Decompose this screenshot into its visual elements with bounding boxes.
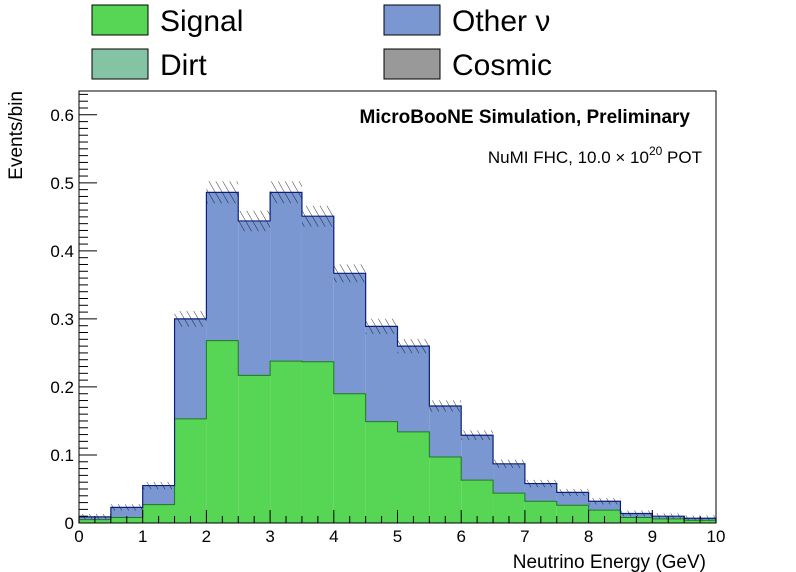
x-tick-label-6: 6: [456, 527, 465, 546]
bar-other-5: [238, 220, 271, 376]
legend-swatch-dirt: [91, 48, 149, 80]
y-axis-label: Events/bin: [6, 91, 27, 180]
bar-other-11: [429, 405, 462, 458]
legend-swatch-signal: [91, 4, 149, 36]
bar-other-4: [206, 192, 239, 341]
bar-signal-9: [365, 421, 398, 523]
legend-swatch-other-nu: [383, 4, 441, 36]
legend-entry-other-nu: Other ν: [383, 4, 550, 38]
series-outlines: [78, 191, 717, 523]
bar-signal-7: [301, 361, 334, 523]
bar-signal-10: [397, 431, 430, 523]
x-tick-label-3: 3: [265, 527, 274, 546]
bar-signal-12: [461, 480, 494, 523]
legend: Signal Other ν Dirt Cosmic: [91, 4, 552, 82]
bar-signal-8: [333, 393, 366, 523]
bar-other-9: [365, 326, 398, 422]
y-tick-label-0: 0: [65, 514, 74, 533]
bar-other-1: [110, 507, 143, 518]
x-tick-label-10: 10: [707, 527, 726, 546]
legend-swatch-cosmic: [383, 48, 441, 80]
subtitle-suffix: POT: [662, 148, 702, 167]
total-outline: [78, 191, 717, 523]
bar-other-14: [524, 483, 557, 502]
bar-signal-11: [429, 457, 462, 523]
subtitle-main: NuMI FHC, 10.0 × 10: [488, 148, 649, 167]
x-tick-label-0: 0: [74, 527, 83, 546]
bar-signal-4: [206, 340, 239, 523]
bar-signal-15: [556, 505, 589, 523]
subtitle-exponent: 20: [649, 144, 663, 158]
stacked-bars: [79, 192, 716, 523]
bar-other-7: [301, 216, 334, 362]
bar-other-2: [142, 485, 175, 505]
y-tick-label-0.1: 0.1: [50, 446, 74, 465]
x-tick-label-1: 1: [138, 527, 147, 546]
bar-other-16: [588, 501, 621, 511]
x-tick-label-8: 8: [584, 527, 593, 546]
bar-signal-14: [524, 501, 557, 523]
bar-signal-2: [142, 504, 175, 523]
bar-other-12: [461, 435, 494, 481]
legend-label-signal: Signal: [160, 5, 243, 38]
bar-other-13: [493, 463, 525, 494]
x-tick-label-7: 7: [520, 527, 529, 546]
bar-signal-6: [270, 361, 302, 523]
x-tick-label-2: 2: [202, 527, 211, 546]
y-tick-label-0.5: 0.5: [50, 174, 74, 193]
legend-entry-dirt: Dirt: [91, 48, 207, 82]
bar-signal-5: [238, 375, 271, 523]
bar-other-3: [174, 318, 207, 419]
bar-signal-3: [174, 418, 207, 523]
legend-entry-cosmic: Cosmic: [383, 48, 552, 82]
y-tick-label-0.2: 0.2: [50, 378, 74, 397]
bar-other-10: [397, 346, 430, 432]
x-tick-label-4: 4: [329, 527, 338, 546]
x-axis-label: Neutrino Energy (GeV): [513, 552, 706, 572]
legend-label-dirt: Dirt: [160, 49, 207, 82]
bar-other-6: [270, 192, 302, 362]
bar-other-8: [333, 273, 366, 394]
chart-title: MicroBooNE Simulation, Preliminary: [360, 107, 691, 128]
y-tick-label-0.6: 0.6: [50, 106, 74, 125]
y-tick-label-0.3: 0.3: [50, 310, 74, 329]
legend-entry-signal: Signal: [91, 4, 243, 38]
x-axis: 0 1 2 3 4 5 6 7 8 9 10: [74, 510, 725, 546]
x-tick-label-5: 5: [393, 527, 402, 546]
chart-subtitle: NuMI FHC, 10.0 × 1020 POT: [488, 144, 702, 167]
x-tick-label-9: 9: [648, 527, 657, 546]
legend-label-cosmic: Cosmic: [452, 49, 552, 82]
legend-label-other-nu: Other ν: [452, 5, 550, 38]
y-axis: 0 0.1 0.2 0.3 0.4 0.5 0.6: [50, 93, 97, 533]
y-tick-label-0.4: 0.4: [50, 242, 74, 261]
